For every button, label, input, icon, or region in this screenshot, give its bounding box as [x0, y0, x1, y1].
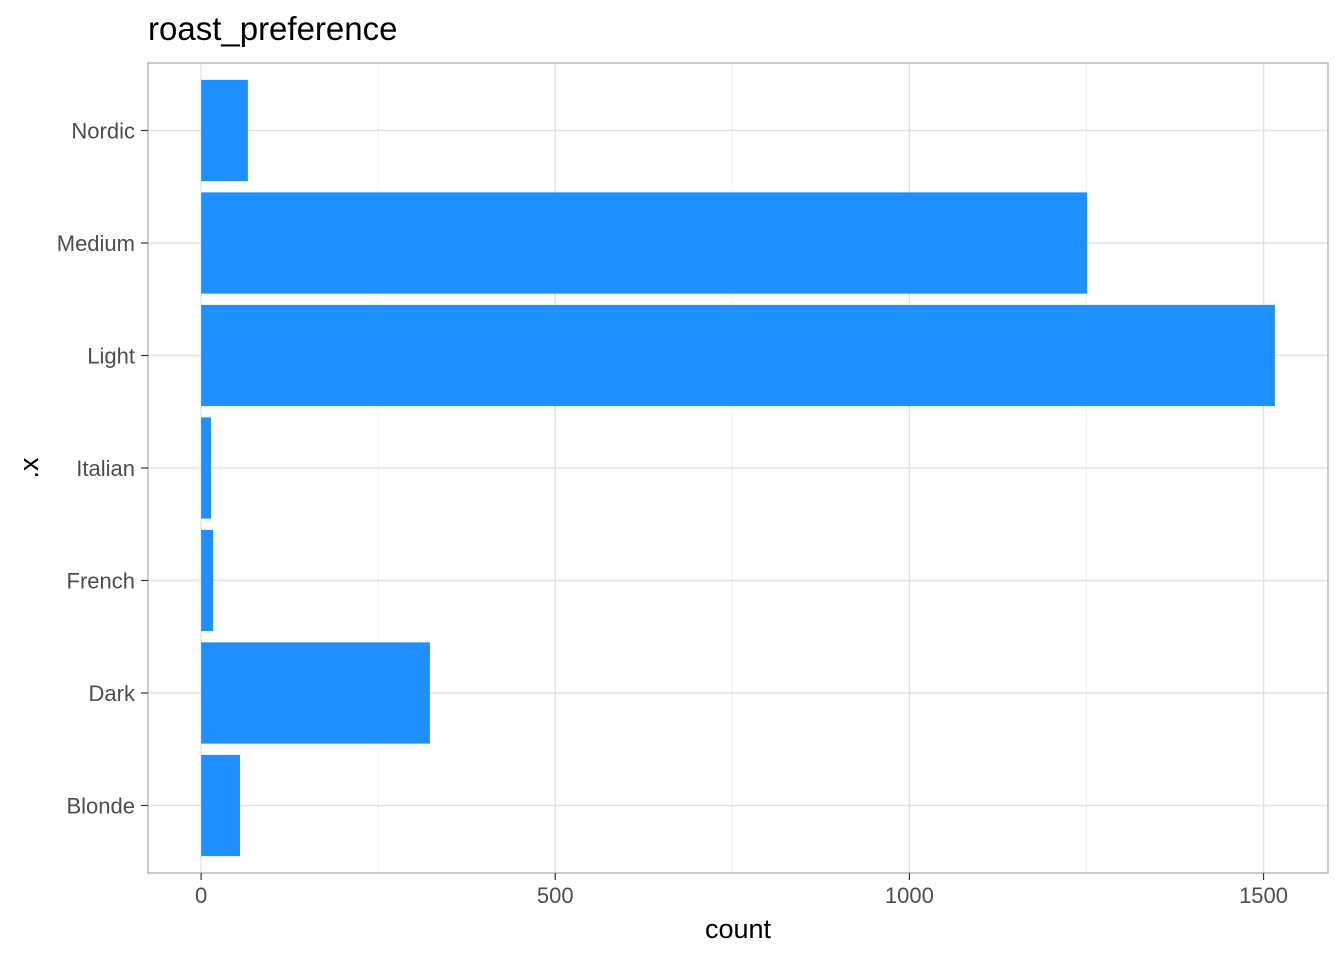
y-tick-label: Nordic [71, 119, 135, 144]
bar-dark [201, 642, 430, 744]
bar-italian [201, 417, 212, 519]
y-tick-label: Light [87, 344, 135, 369]
grid-lines [148, 63, 1328, 873]
axis-ticks: 0 500 1000 1500 Blonde Dark French Italian Light… [57, 119, 1288, 909]
chart-title: roast_preference [148, 10, 397, 47]
y-tick-label: Italian [76, 456, 135, 481]
x-tick-label: 1500 [1239, 883, 1288, 908]
y-axis-title: .x [14, 457, 44, 479]
x-tick-label: 1000 [885, 883, 934, 908]
y-tick-label: Medium [57, 231, 135, 256]
bar-medium [201, 192, 1088, 294]
bars [201, 79, 1275, 857]
y-tick-label: French [67, 569, 135, 594]
bar-nordic [201, 79, 248, 182]
x-tick-label: 500 [537, 883, 574, 908]
bar-light [201, 304, 1275, 407]
bar-french [201, 529, 214, 632]
x-axis-title: count [705, 914, 772, 944]
y-tick-label: Blonde [66, 794, 135, 819]
y-tick-label: Dark [89, 681, 136, 706]
x-tick-label: 0 [195, 883, 207, 908]
bar-blonde [201, 754, 241, 857]
